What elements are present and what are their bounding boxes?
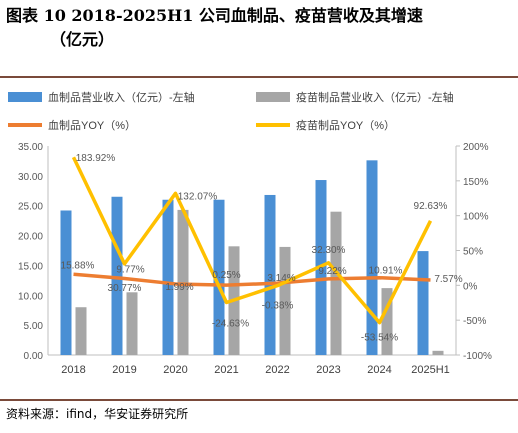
line-blood-yoy: [73, 272, 431, 287]
y-right-tick-label: 100%: [463, 212, 489, 223]
x-tick-label: 2019: [112, 364, 136, 376]
blood-yoy-data-label: 9.77%: [116, 265, 144, 276]
x-tick-label: 2020: [163, 364, 187, 376]
blood-yoy-data-label: 1.99%: [165, 282, 193, 293]
legend-vaccine-yoy-label: 疫苗制品YOY（%）: [296, 118, 395, 132]
chart-title: 图表 10 2018-2025H1 公司血制品、疫苗营收及其增速 （亿元）: [6, 4, 514, 52]
x-tick-label: 2025H1: [411, 364, 450, 376]
bar-vaccine-revenue: [126, 292, 138, 355]
y-right-tick-label: 200%: [463, 142, 489, 153]
bar-vaccine-revenue: [75, 307, 87, 355]
bar-blood-revenue: [417, 251, 429, 355]
title-line-2: （亿元）: [50, 30, 115, 49]
y-right-tick-label: -50%: [463, 316, 486, 327]
vaccine-yoy-data-label: 183.92%: [76, 153, 116, 164]
vaccine-yoy-data-label: -53.54%: [361, 333, 398, 344]
y-left-tick-label: 5.00: [24, 321, 44, 332]
source-note: 资料来源：ifind，华安证券研究所: [6, 407, 189, 421]
blood-yoy-data-label: 7.57%: [434, 274, 462, 285]
vaccine-yoy-data-label: 32.30%: [312, 245, 346, 256]
vaccine-yoy-data-label: 30.77%: [108, 283, 142, 294]
x-tick-label: 2024: [367, 364, 391, 376]
bar-vaccine-revenue: [330, 211, 342, 355]
y-right-tick-label: 150%: [463, 177, 489, 188]
legend-blood-yoy-label: 血制品YOY（%）: [48, 118, 136, 132]
blood-yoy-data-label: 9.22%: [318, 266, 346, 277]
y-left-tick-label: 0.00: [24, 351, 44, 362]
vaccine-yoy-data-label: -24.63%: [212, 318, 249, 329]
y-left-tick-label: 15.00: [18, 261, 43, 272]
y-left-tick-label: 35.00: [18, 142, 43, 153]
y-right-tick-label: 0%: [463, 281, 478, 292]
title-line-1: 图表 10 2018-2025H1 公司血制品、疫苗营收及其增速: [6, 6, 423, 25]
bar-vaccine-revenue: [279, 246, 291, 355]
legend-blood-revenue-label: 血制品营业收入（亿元）-左轴: [48, 90, 195, 104]
top-rule: [0, 76, 518, 78]
bar-vaccine-revenue: [432, 350, 444, 355]
legend-vaccine-revenue-label: 疫苗制品营业收入（亿元）-左轴: [296, 90, 454, 104]
legend-vaccine-revenue-swatch: [256, 92, 290, 102]
bar-blood-revenue: [264, 194, 276, 355]
y-left-tick-label: 10.00: [18, 291, 43, 302]
bottom-rule: [0, 399, 518, 401]
x-tick-label: 2022: [265, 364, 289, 376]
bar-blood-revenue: [213, 199, 225, 355]
bar-blood-revenue: [162, 199, 174, 355]
line-vaccine-yoy: [71, 156, 433, 325]
x-tick-label: 2023: [316, 364, 340, 376]
combo-chart: 0.00 5.00 10.00 15.00 20.00 25.00 30.00 35.00 -1…: [8, 90, 492, 376]
blood-yoy-data-label: 3.14%: [267, 273, 295, 284]
blood-yoy-data-label: 15.88%: [61, 260, 95, 271]
y-right-tick-label: 50%: [463, 247, 483, 258]
bar-blood-revenue: [366, 160, 378, 355]
vaccine-yoy-data-label: 132.07%: [178, 191, 218, 202]
bar-blood-revenue: [60, 210, 72, 355]
x-tick-label: 2021: [214, 364, 238, 376]
bar-blood-revenue: [111, 196, 123, 355]
vaccine-yoy-data-label: -0.38%: [262, 301, 294, 312]
blood-yoy-data-label: 10.91%: [369, 266, 403, 277]
bar-vaccine-revenue: [381, 288, 393, 355]
x-tick-label: 2018: [61, 364, 85, 376]
blood-yoy-data-label: 0.25%: [212, 270, 240, 281]
y-left-tick-label: 30.00: [18, 172, 43, 183]
y-left-tick-label: 25.00: [18, 202, 43, 213]
y-right-tick-label: -100%: [463, 351, 492, 362]
vaccine-yoy-data-label: 92.63%: [414, 201, 448, 212]
y-left-tick-label: 20.00: [18, 232, 43, 243]
legend-blood-revenue-swatch: [8, 92, 42, 102]
